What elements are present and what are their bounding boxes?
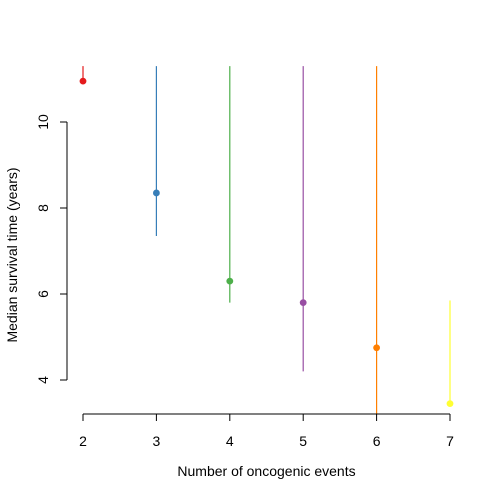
x-ticks: 2 3 4 5 6 7	[79, 414, 454, 449]
data-point	[373, 344, 380, 352]
x-tick-label: 5	[299, 433, 307, 449]
x-tick-label: 7	[446, 433, 454, 449]
data-point	[299, 299, 307, 306]
data-point	[79, 77, 87, 85]
series-1	[79, 66, 87, 85]
data-point	[153, 189, 160, 197]
series-5	[373, 66, 380, 415]
y-tick-label: 6	[35, 290, 51, 298]
x-axis: 2 3 4 5 6 7	[79, 413, 454, 449]
series-6	[446, 300, 454, 408]
data-point	[226, 277, 234, 285]
y-tick-label: 8	[35, 204, 51, 212]
y-axis-title: Median survival time (years)	[4, 167, 20, 342]
series-3	[226, 66, 234, 303]
x-tick-label: 2	[79, 433, 87, 449]
y-axis: 4 6 8 10	[35, 114, 68, 384]
x-tick-label: 4	[226, 433, 234, 449]
y-ticks: 4 6 8 10	[35, 114, 67, 384]
x-tick-label: 6	[373, 433, 381, 449]
series-2	[153, 66, 160, 236]
series-4	[299, 66, 307, 372]
data-point	[446, 400, 454, 408]
data-layer	[79, 66, 454, 415]
x-tick-label: 3	[153, 433, 161, 449]
y-tick-label: 4	[35, 376, 51, 384]
y-tick-label: 10	[35, 114, 51, 130]
x-axis-title: Number of oncogenic events	[177, 463, 355, 479]
